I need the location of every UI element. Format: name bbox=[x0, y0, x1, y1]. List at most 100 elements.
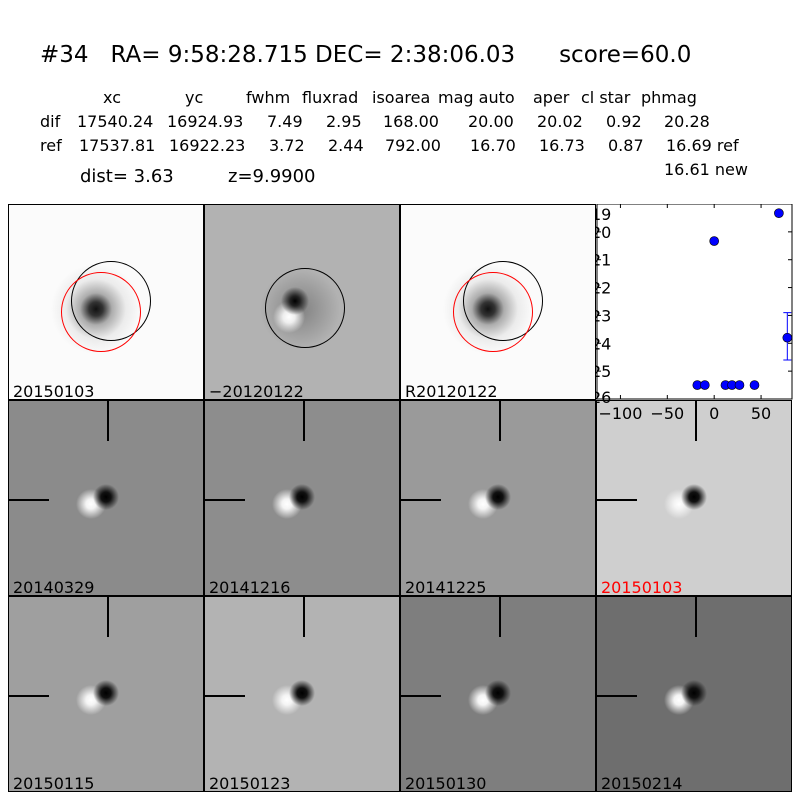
black-circle-marker bbox=[265, 268, 345, 348]
table-cell: 16.70 bbox=[470, 136, 516, 155]
stamp-date-label: 20150123 bbox=[209, 774, 291, 792]
y-tick-label: 21 bbox=[596, 251, 611, 270]
y-tick-label: 20 bbox=[596, 223, 611, 242]
row-label: dif bbox=[40, 112, 61, 131]
stamp-date-label: −20120122 bbox=[209, 382, 304, 400]
table-cell: 16.69 ref bbox=[666, 136, 739, 155]
stamp-6: 20141225 bbox=[400, 400, 596, 596]
table-cell: 792.00 bbox=[385, 136, 441, 155]
table-cell: 20.00 bbox=[468, 112, 514, 131]
crosshair-horizontal bbox=[9, 499, 49, 501]
crosshair-vertical bbox=[303, 597, 305, 637]
table-cell: 2.44 bbox=[328, 136, 364, 155]
stamp-date-label: 20140329 bbox=[13, 578, 95, 596]
table-cell: 16.73 bbox=[539, 136, 585, 155]
source-image bbox=[401, 401, 595, 595]
data-point bbox=[749, 380, 760, 390]
crosshair-horizontal bbox=[205, 499, 245, 501]
y-tick-label: 24 bbox=[596, 334, 611, 353]
stamp-date-label: 20141216 bbox=[209, 578, 291, 596]
stamp-2: −20120122 bbox=[204, 204, 400, 400]
crosshair-vertical bbox=[499, 401, 501, 441]
table-cell: 7.49 bbox=[267, 112, 303, 131]
y-tick-label: 25 bbox=[596, 362, 611, 381]
y-tick-label: 26 bbox=[596, 388, 611, 407]
column-header: phmag bbox=[641, 88, 697, 107]
table-cell: 20.28 bbox=[664, 112, 710, 131]
column-header: mag auto bbox=[438, 88, 515, 107]
score: score=60.0 bbox=[559, 42, 692, 68]
crosshair-vertical bbox=[107, 401, 109, 441]
source-image bbox=[401, 597, 595, 791]
table-cell: 0.92 bbox=[606, 112, 642, 131]
crosshair-vertical bbox=[107, 597, 109, 637]
data-point bbox=[734, 380, 745, 390]
crosshair-horizontal bbox=[9, 695, 49, 697]
plot-area bbox=[596, 204, 793, 400]
column-header: aper bbox=[533, 88, 570, 107]
source-image bbox=[205, 597, 399, 791]
table-cell: 0.87 bbox=[608, 136, 644, 155]
stamp-11: 20150214 bbox=[596, 596, 792, 792]
stamp-date-label: 20150214 bbox=[601, 774, 683, 792]
stamp-date-label: 20150103 bbox=[601, 578, 683, 596]
table-cell: 2.95 bbox=[326, 112, 362, 131]
data-point bbox=[782, 332, 793, 343]
table-cell: 168.00 bbox=[383, 112, 439, 131]
stamp-date-label: 20150115 bbox=[13, 774, 95, 792]
column-header: cl star bbox=[581, 88, 631, 107]
stamp-8: 20150115 bbox=[8, 596, 204, 792]
dist: dist= 3.63 bbox=[80, 166, 174, 187]
stamp-date-label: R20120122 bbox=[405, 382, 498, 400]
stamp-3: R20120122 bbox=[400, 204, 596, 400]
column-header: isoarea bbox=[372, 88, 431, 107]
table-cell: 17540.24 bbox=[77, 112, 154, 131]
source-image bbox=[9, 401, 203, 595]
table-cell: 16922.23 bbox=[169, 136, 246, 155]
candidate-title: #34 RA= 9:58:28.715 DEC= 2:38:06.03 scor… bbox=[40, 42, 691, 68]
stamp-9: 20150123 bbox=[204, 596, 400, 792]
stamp-1: 20150103 bbox=[8, 204, 204, 400]
red-circle-marker bbox=[61, 272, 141, 352]
table-cell: 17537.81 bbox=[79, 136, 156, 155]
source-image bbox=[9, 597, 203, 791]
column-header: yc bbox=[185, 88, 204, 107]
y-tick-label: 22 bbox=[596, 279, 611, 298]
stamp-date-label: 20141225 bbox=[405, 578, 487, 596]
data-point bbox=[774, 208, 784, 218]
table-cell: 16924.93 bbox=[167, 112, 244, 131]
dec: DEC= 2:38:06.03 bbox=[315, 42, 516, 68]
source-image bbox=[205, 401, 399, 595]
row-label: ref bbox=[40, 136, 62, 155]
stamp-5: 20141216 bbox=[204, 400, 400, 596]
red-circle-marker bbox=[453, 272, 533, 352]
crosshair-horizontal bbox=[401, 695, 441, 697]
column-header: xc bbox=[103, 88, 121, 107]
stamp-date-label: 20150103 bbox=[13, 382, 95, 400]
table-cell: 20.02 bbox=[537, 112, 583, 131]
z-value: z=9.9900 bbox=[228, 166, 316, 187]
crosshair-horizontal bbox=[597, 695, 637, 697]
source-image bbox=[597, 597, 791, 791]
crosshair-vertical bbox=[499, 597, 501, 637]
crosshair-horizontal bbox=[205, 695, 245, 697]
x-tick-label: −100 bbox=[598, 404, 642, 423]
crosshair-horizontal bbox=[401, 499, 441, 501]
table-cell: 3.72 bbox=[269, 136, 305, 155]
stamp-date-label: 20150130 bbox=[405, 774, 487, 792]
stamp-7: 20150103 bbox=[596, 400, 792, 596]
x-tick-label: −50 bbox=[650, 404, 684, 423]
stamp-10: 20150130 bbox=[400, 596, 596, 792]
column-header: fluxrad bbox=[302, 88, 359, 107]
source-image bbox=[597, 401, 791, 595]
column-header: fwhm bbox=[246, 88, 291, 107]
new-mag: 16.61 new bbox=[664, 160, 748, 179]
x-tick-label: 50 bbox=[751, 404, 771, 423]
y-tick-label: 23 bbox=[596, 306, 611, 325]
x-tick-label: 0 bbox=[709, 404, 719, 423]
candidate-id: #34 bbox=[40, 42, 89, 68]
data-point bbox=[700, 380, 710, 390]
crosshair-vertical bbox=[695, 597, 697, 637]
crosshair-vertical bbox=[303, 401, 305, 441]
